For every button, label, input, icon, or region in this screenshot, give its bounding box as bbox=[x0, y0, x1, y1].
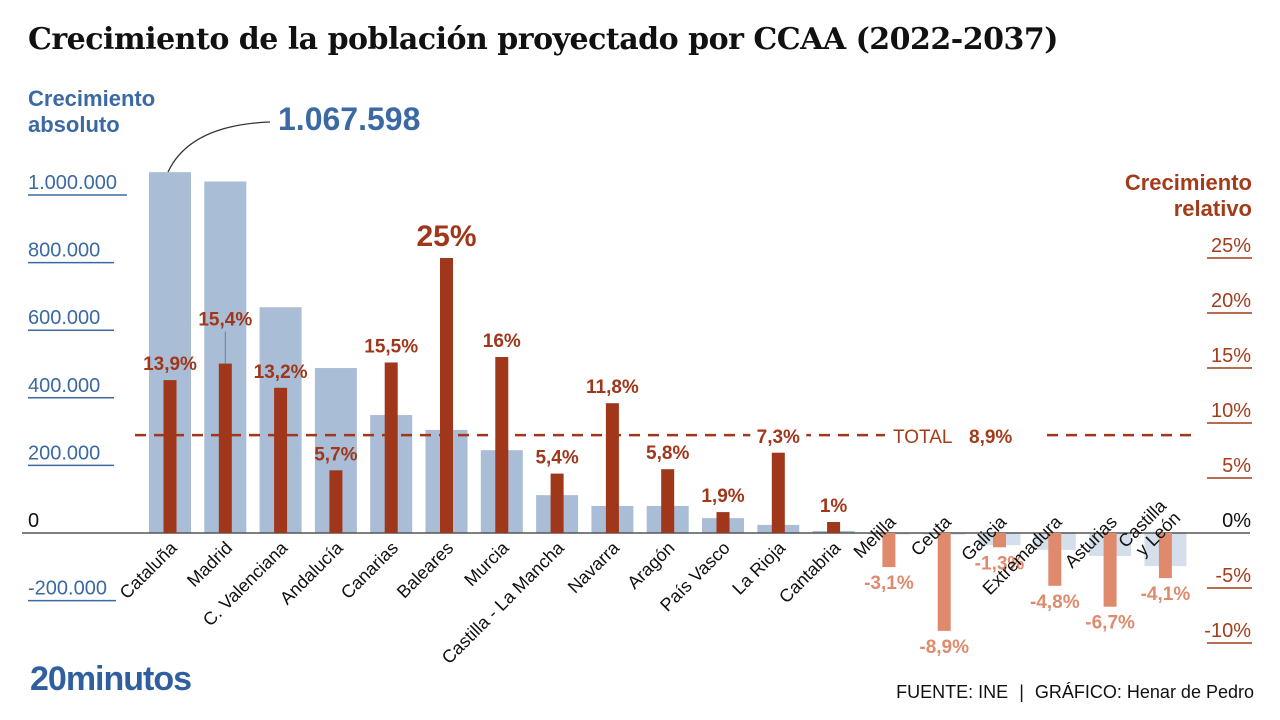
relative-value-label: 13,2% bbox=[254, 362, 308, 383]
relative-bar bbox=[605, 403, 619, 533]
category-label: Murcia bbox=[460, 537, 513, 590]
max-value-annotation: 1.067.598 bbox=[278, 101, 421, 137]
relative-value-label: -4,1% bbox=[1141, 584, 1191, 605]
category-label: Navarra bbox=[564, 537, 624, 597]
relative-bar bbox=[716, 512, 730, 533]
relative-bar bbox=[1048, 533, 1062, 586]
relative-bar bbox=[937, 533, 951, 631]
relative-value-label: 11,8% bbox=[586, 377, 639, 398]
left-axis-tick-label: 1.000.000 bbox=[28, 172, 117, 194]
relative-bar bbox=[661, 469, 675, 533]
relative-bar bbox=[329, 470, 343, 533]
relative-value-label: 1,9% bbox=[701, 486, 744, 507]
left-axis-tick-label: 600.000 bbox=[28, 307, 100, 329]
total-label: TOTAL bbox=[893, 427, 952, 448]
right-axis-tick-label: 5% bbox=[1222, 455, 1251, 477]
relative-bar bbox=[384, 362, 398, 533]
relative-bar bbox=[440, 258, 453, 533]
relative-value-label: -6,7% bbox=[1085, 613, 1135, 634]
right-axis-tick-label: -5% bbox=[1215, 565, 1251, 587]
category-label: Baleares bbox=[393, 538, 457, 602]
footer-credits: FUENTE: INE | GRÁFICO: Henar de Pedro bbox=[896, 682, 1254, 703]
total-label-background bbox=[885, 423, 1045, 448]
relative-bar bbox=[882, 533, 896, 568]
relative-value-label: -1,3% bbox=[975, 553, 1025, 574]
right-axis-tick-label: 25% bbox=[1211, 235, 1251, 257]
relative-bar bbox=[827, 522, 841, 533]
left-axis-title: Crecimiento absoluto bbox=[28, 86, 155, 138]
right-axis-tick-label: 0% bbox=[1222, 510, 1251, 532]
relative-bar bbox=[993, 533, 1006, 548]
relative-value-label: 13,9% bbox=[143, 354, 197, 375]
brand-logo: 20minutos bbox=[30, 660, 192, 698]
left-axis-tick-label: 200.000 bbox=[28, 442, 100, 464]
right-axis-tick-label: 10% bbox=[1211, 400, 1251, 422]
max-annotation-leader bbox=[167, 121, 271, 173]
right-axis-tick-label: 15% bbox=[1211, 345, 1251, 367]
chart-title: Crecimiento de la población proyectado p… bbox=[28, 22, 1058, 57]
left-axis-tick-label: 0 bbox=[28, 510, 39, 532]
relative-bar bbox=[218, 363, 232, 533]
relative-value-label: -4,8% bbox=[1030, 592, 1080, 613]
relative-value-label: -8,9% bbox=[919, 637, 969, 658]
relative-bar bbox=[1103, 533, 1117, 607]
relative-value-label: -3,1% bbox=[864, 573, 914, 594]
left-axis-tick-label: 400.000 bbox=[28, 375, 100, 397]
relative-value-label: 5,7% bbox=[314, 444, 357, 465]
relative-bar bbox=[1158, 533, 1172, 579]
category-label: Cantabria bbox=[775, 537, 845, 607]
relative-bar bbox=[163, 380, 177, 533]
left-axis-tick-label: -200.000 bbox=[28, 578, 107, 600]
right-axis-title-line2: relativo bbox=[1173, 196, 1252, 221]
category-label: Madrid bbox=[183, 538, 236, 591]
left-axis-title-line1: Crecimiento bbox=[28, 86, 156, 111]
relative-value-label: 16% bbox=[483, 331, 521, 352]
right-axis-title: Crecimiento relativo bbox=[1125, 170, 1252, 222]
right-axis-tick-label: 20% bbox=[1211, 290, 1251, 312]
relative-value-label: 1% bbox=[820, 496, 848, 517]
relative-value-label: 7,3% bbox=[757, 427, 800, 448]
footer-separator: | bbox=[1019, 682, 1024, 702]
category-label: Aragón bbox=[623, 538, 678, 593]
footer-credit: GRÁFICO: Henar de Pedro bbox=[1034, 682, 1254, 702]
relative-bar bbox=[550, 473, 564, 533]
right-axis-title-line1: Crecimiento bbox=[1124, 170, 1252, 195]
relative-value-label: 5,4% bbox=[535, 448, 578, 469]
relative-bar bbox=[495, 357, 509, 533]
label-background bbox=[750, 423, 807, 446]
relative-value-label: 15,4% bbox=[198, 310, 252, 331]
left-axis-tick-label: 800.000 bbox=[28, 240, 100, 262]
total-value-label: 8,9% bbox=[969, 427, 1012, 448]
footer-source: FUENTE: INE bbox=[896, 682, 1009, 702]
left-axis-title-line2: absoluto bbox=[28, 112, 120, 137]
relative-bar bbox=[274, 387, 288, 533]
relative-bar bbox=[771, 452, 785, 533]
relative-value-label: 5,8% bbox=[646, 443, 689, 464]
category-label: Canarias bbox=[337, 538, 402, 603]
relative-value-label: 15,5% bbox=[364, 337, 418, 358]
right-axis-tick-label: -10% bbox=[1204, 620, 1251, 642]
category-label: Cataluña bbox=[116, 537, 182, 603]
relative-value-label: 25% bbox=[416, 220, 476, 253]
